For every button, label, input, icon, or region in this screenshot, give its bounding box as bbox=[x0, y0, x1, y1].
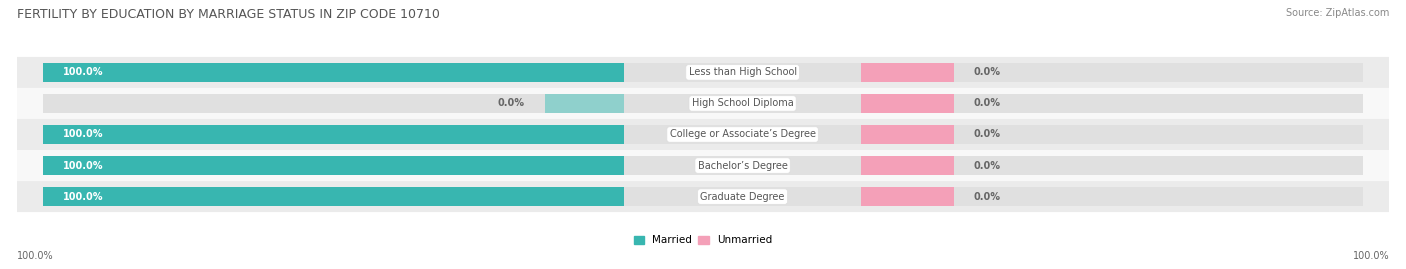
Bar bbox=[44, 63, 1362, 82]
Text: Bachelor’s Degree: Bachelor’s Degree bbox=[697, 161, 787, 171]
Bar bbox=[44, 187, 1362, 206]
Text: High School Diploma: High School Diploma bbox=[692, 98, 793, 108]
Text: 0.0%: 0.0% bbox=[973, 68, 1001, 77]
Text: 100.0%: 100.0% bbox=[17, 251, 53, 261]
Legend: Married, Unmarried: Married, Unmarried bbox=[634, 235, 772, 246]
Text: 100.0%: 100.0% bbox=[1353, 251, 1389, 261]
Bar bbox=[862, 94, 953, 113]
Bar bbox=[862, 125, 953, 144]
Text: 100.0%: 100.0% bbox=[63, 161, 104, 171]
Bar bbox=[44, 156, 1362, 175]
FancyBboxPatch shape bbox=[17, 181, 1389, 212]
FancyBboxPatch shape bbox=[17, 57, 1389, 88]
Text: College or Associate’s Degree: College or Associate’s Degree bbox=[669, 129, 815, 140]
Bar bbox=[44, 63, 624, 82]
Text: 0.0%: 0.0% bbox=[973, 192, 1001, 201]
Text: 100.0%: 100.0% bbox=[63, 68, 104, 77]
Bar bbox=[44, 94, 1362, 113]
Text: Less than High School: Less than High School bbox=[689, 68, 797, 77]
FancyBboxPatch shape bbox=[17, 150, 1389, 181]
Text: Graduate Degree: Graduate Degree bbox=[700, 192, 785, 201]
Bar bbox=[544, 94, 624, 113]
Text: 0.0%: 0.0% bbox=[973, 161, 1001, 171]
Text: 100.0%: 100.0% bbox=[63, 129, 104, 140]
Bar bbox=[44, 156, 624, 175]
Bar bbox=[44, 187, 624, 206]
Text: 0.0%: 0.0% bbox=[973, 98, 1001, 108]
Bar bbox=[862, 156, 953, 175]
Bar bbox=[44, 125, 624, 144]
Bar bbox=[862, 63, 953, 82]
Text: 0.0%: 0.0% bbox=[498, 98, 524, 108]
FancyBboxPatch shape bbox=[17, 88, 1389, 119]
Bar bbox=[44, 125, 1362, 144]
Text: 0.0%: 0.0% bbox=[973, 129, 1001, 140]
Bar bbox=[862, 187, 953, 206]
Text: FERTILITY BY EDUCATION BY MARRIAGE STATUS IN ZIP CODE 10710: FERTILITY BY EDUCATION BY MARRIAGE STATU… bbox=[17, 8, 440, 21]
Text: Source: ZipAtlas.com: Source: ZipAtlas.com bbox=[1285, 8, 1389, 18]
FancyBboxPatch shape bbox=[17, 119, 1389, 150]
Text: 100.0%: 100.0% bbox=[63, 192, 104, 201]
